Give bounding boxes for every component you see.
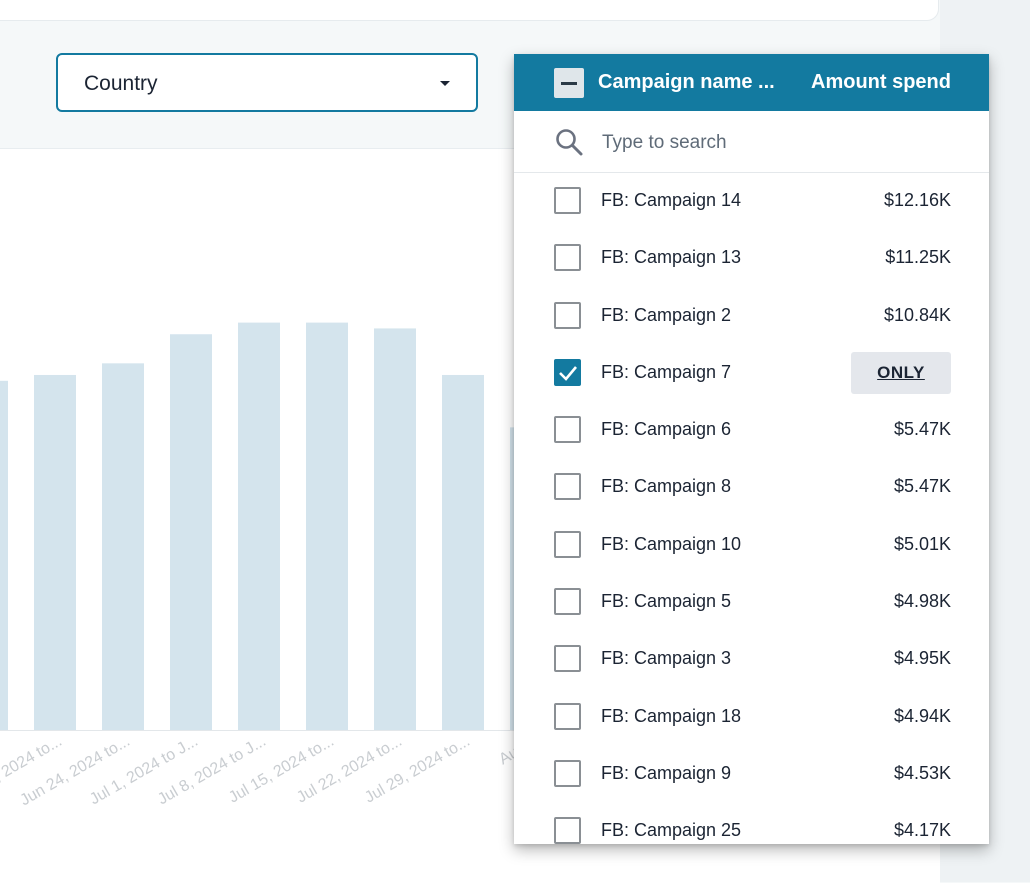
campaign-amount: $4.53K [893, 762, 951, 783]
campaign-checkbox[interactable] [554, 702, 581, 730]
campaign-name: FB: Campaign 6 [601, 419, 732, 440]
amount-spend-column-header[interactable]: Amount spend [811, 71, 951, 93]
campaign-name: FB: Campaign 9 [601, 762, 732, 783]
campaign-name: FB: Campaign 5 [601, 591, 732, 612]
campaign-list-item[interactable]: FB: Campaign 9 $4.53K [514, 746, 989, 803]
chart-bar[interactable] [0, 380, 8, 730]
campaign-list-item[interactable]: FB: Campaign 6 $5.47K [514, 402, 989, 459]
search-icon [556, 129, 583, 156]
search-input[interactable] [600, 128, 944, 158]
campaign-amount: $4.95K [893, 648, 951, 669]
campaign-checkbox[interactable] [554, 473, 581, 501]
campaign-name: FB: Campaign 25 [601, 820, 742, 841]
chart-bar[interactable] [442, 374, 484, 730]
campaign-name: FB: Campaign 8 [601, 476, 732, 497]
chart-bar[interactable] [238, 322, 280, 730]
chart-bar[interactable] [306, 322, 348, 730]
campaign-checkbox[interactable] [554, 817, 581, 844]
campaign-name: FB: Campaign 3 [601, 648, 732, 669]
campaign-amount: $4.94K [893, 705, 951, 726]
only-button[interactable]: ONLY [851, 351, 951, 394]
top-panel [0, 0, 939, 21]
chart-bar[interactable] [34, 374, 76, 730]
campaign-amount: $4.17K [893, 820, 951, 841]
campaign-name-column-header[interactable]: Campaign name ... [598, 71, 775, 93]
campaign-checkbox[interactable] [554, 759, 581, 787]
campaign-amount: $12.16K [883, 190, 951, 210]
campaign-list-item[interactable]: FB: Campaign 5 $4.98K [514, 574, 989, 631]
campaign-list-item[interactable]: FB: Campaign 18 $4.94K [514, 689, 989, 746]
campaign-list-item[interactable]: FB: Campaign 8 $5.47K [514, 459, 989, 516]
campaign-amount: $10.84K [883, 304, 951, 325]
campaign-checkbox[interactable] [554, 588, 581, 616]
campaign-checkbox[interactable] [554, 244, 581, 272]
campaign-name: FB: Campaign 2 [601, 304, 732, 325]
campaign-amount: $4.98K [893, 591, 951, 612]
campaign-checkbox[interactable] [554, 530, 581, 558]
chart-bar[interactable] [374, 328, 416, 730]
bar-chart: ...024 to...Jun 17, 2024 to...Jun 24, 20… [0, 322, 520, 809]
checkmark-icon [559, 366, 577, 381]
campaign-amount: $5.01K [893, 533, 951, 554]
country-filter-select[interactable]: Country [56, 53, 478, 112]
campaign-list-item[interactable]: FB: Campaign 14 $12.16K [514, 173, 989, 230]
campaign-checkbox[interactable] [554, 416, 581, 444]
campaign-list-item[interactable]: FB: Campaign 7 ONLY [514, 345, 989, 402]
campaign-name: FB: Campaign 13 [601, 247, 742, 268]
campaign-name: FB: Campaign 18 [601, 705, 742, 726]
chart-bar[interactable] [102, 363, 144, 730]
campaign-list-item[interactable]: FB: Campaign 13 $11.25K [514, 230, 989, 287]
campaign-name: FB: Campaign 7 [601, 361, 732, 382]
campaign-amount: $11.25K [885, 247, 951, 268]
campaign-list-item[interactable]: FB: Campaign 2 $10.84K [514, 288, 989, 345]
campaign-checkbox[interactable] [554, 187, 581, 214]
dropdown-search [514, 111, 989, 173]
campaign-list-item[interactable]: FB: Campaign 10 $5.01K [514, 517, 989, 574]
campaign-list: FB: Campaign 14 $12.16K FB: Campaign 13 $11… [514, 173, 989, 844]
select-all-checkbox[interactable] [554, 68, 584, 98]
campaign-checkbox[interactable] [554, 301, 581, 329]
campaign-list-item[interactable]: FB: Campaign 25 $4.17K [514, 803, 989, 844]
campaign-amount: $5.47K [893, 476, 951, 497]
chart-bar[interactable] [170, 334, 212, 730]
campaign-list-item[interactable]: FB: Campaign 3 $4.95K [514, 631, 989, 688]
country-filter-label: Country [84, 72, 158, 95]
dropdown-header: Campaign name ... Amount spend [514, 54, 989, 111]
campaign-name: FB: Campaign 10 [601, 533, 742, 554]
campaign-amount: $5.47K [893, 419, 951, 440]
indeterminate-dash-icon [561, 82, 577, 85]
campaign-name: FB: Campaign 14 [601, 190, 742, 210]
campaign-dropdown: Campaign name ... Amount spend FB: Campa… [514, 54, 989, 844]
campaign-checkbox[interactable] [554, 358, 581, 386]
campaign-checkbox[interactable] [554, 645, 581, 673]
caret-down-icon [440, 81, 450, 86]
